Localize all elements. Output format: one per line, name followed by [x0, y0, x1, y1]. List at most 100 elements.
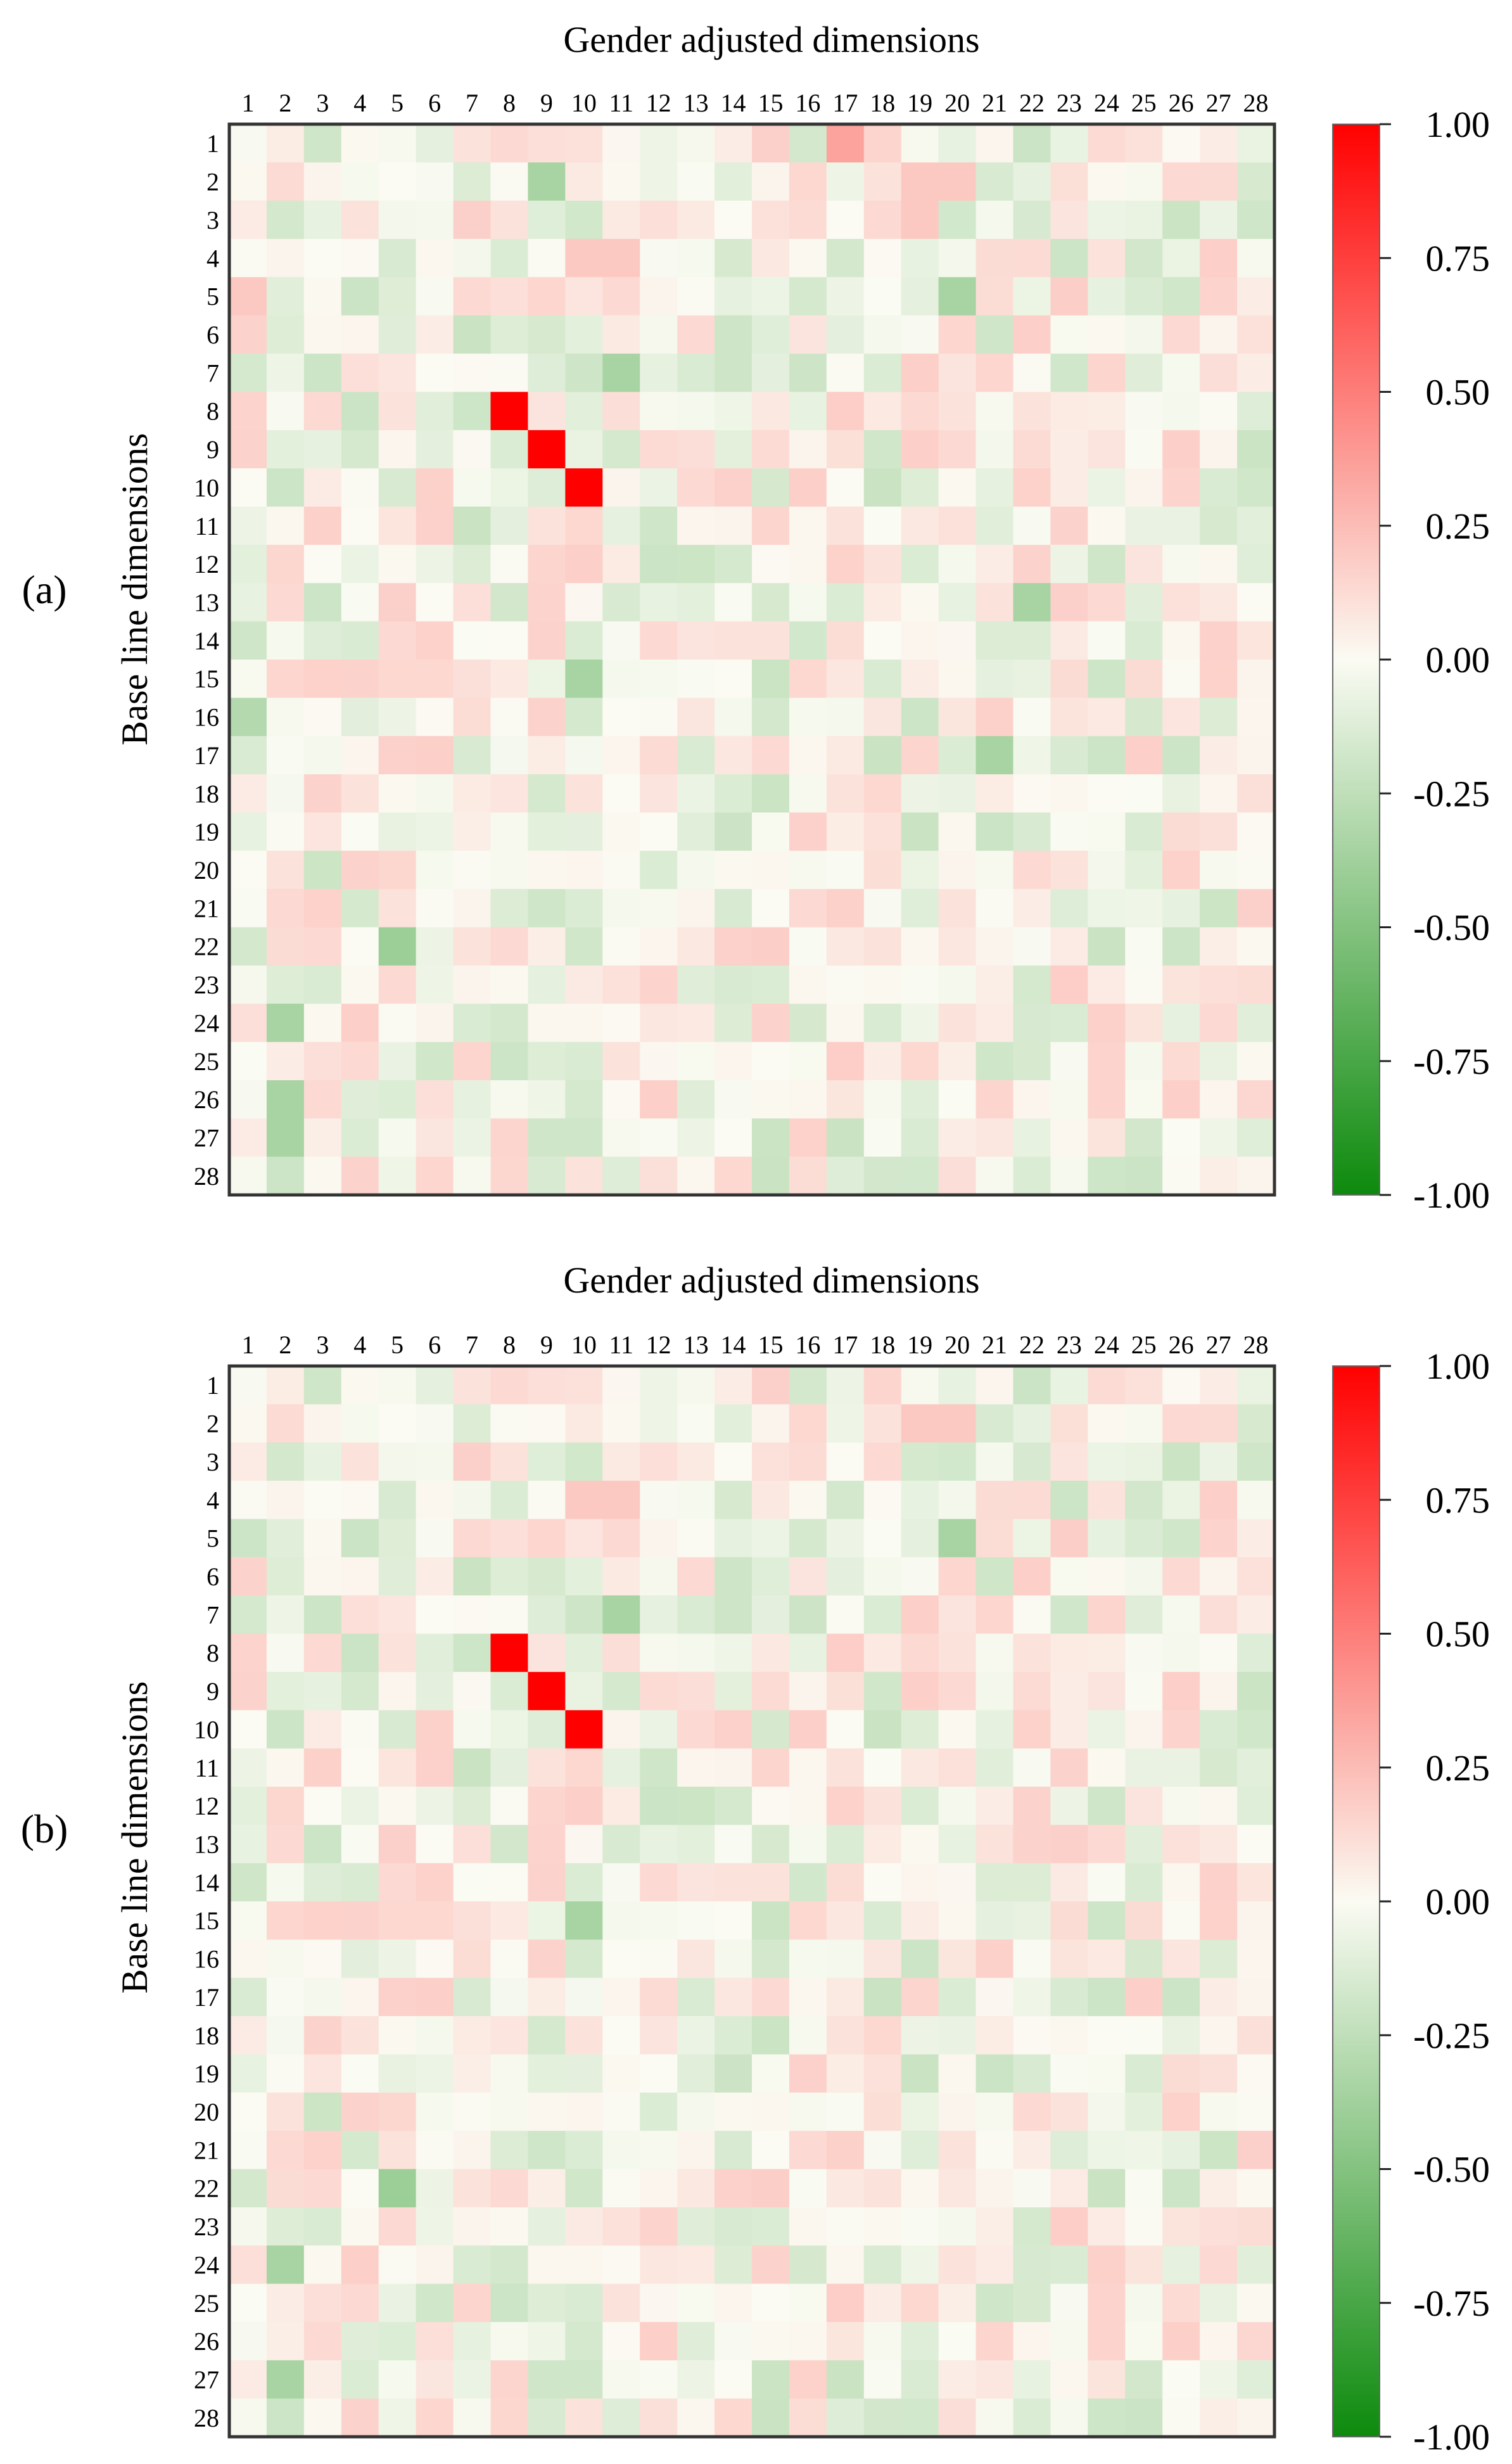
panel-a-cell-r2-c11	[602, 162, 640, 201]
panel-b-cell-r11-c11	[602, 1748, 640, 1787]
panel-a-cell-r12-c17	[826, 544, 865, 584]
panel-b-cell-r15-c17	[826, 1901, 865, 1940]
panel-b-cell-r8-c20	[938, 1633, 977, 1673]
panel-b-cell-r22-c5	[378, 2169, 417, 2208]
panel-b-cell-r12-c14	[715, 1786, 753, 1825]
panel-a-cell-r13-c8	[490, 583, 529, 622]
panel-a-cell-r2-c19	[901, 162, 939, 201]
panel-b-cell-r15-c7	[453, 1901, 492, 1940]
panel-a-y-tick-label: 10	[194, 473, 219, 502]
panel-a-cell-r9-c12	[640, 430, 678, 469]
panel-a-cell-r4-c21	[975, 239, 1014, 278]
panel-a-cell-r7-c26	[1162, 354, 1200, 393]
panel-a-x-tick-label: 20	[944, 89, 970, 117]
panel-a-y-tick-label: 26	[194, 1085, 219, 1114]
panel-a-cell-r24-c1	[229, 1004, 267, 1043]
panel-b-cell-r12-c19	[901, 1786, 939, 1825]
panel-b-cell-r19-c24	[1088, 2054, 1126, 2093]
panel-a-cell-r17-c24	[1088, 736, 1126, 775]
panel-a-cell-r4-c22	[1013, 239, 1051, 278]
panel-b-cell-r6-c6	[416, 1557, 454, 1596]
panel-a-cell-r23-c21	[975, 965, 1014, 1004]
panel-b-cell-r22-c18	[863, 2169, 902, 2208]
panel-a-cell-r15-c21	[975, 660, 1014, 698]
panel-b-cell-r11-c1	[229, 1748, 267, 1787]
panel-a-cell-r24-c12	[640, 1004, 678, 1043]
panel-b-cell-r20-c11	[602, 2092, 640, 2131]
panel-b-cell-r1-c25	[1125, 1366, 1163, 1405]
panel-a-cell-r16-c7	[453, 698, 492, 737]
panel-b-cell-r5-c11	[602, 1519, 640, 1558]
panel-b-cell-r26-c26	[1162, 2321, 1200, 2361]
panel-b-cell-r8-c22	[1013, 1633, 1051, 1673]
panel-a-cell-r24-c22	[1013, 1004, 1051, 1043]
panel-b-cell-r17-c6	[416, 1977, 454, 2017]
panel-a-cell-r19-c16	[789, 812, 827, 852]
panel-b-y-tick-label: 14	[194, 1868, 219, 1897]
panel-b-cell-r23-c25	[1125, 2207, 1163, 2246]
panel-a-cell-r4-c16	[789, 239, 827, 278]
panel-a-x-tick-label: 12	[646, 89, 671, 117]
panel-b-cell-r24-c20	[938, 2245, 977, 2285]
panel-a-cell-r23-c25	[1125, 965, 1163, 1004]
panel-a-cell-r24-c11	[602, 1004, 640, 1043]
panel-b-cell-r26-c6	[416, 2321, 454, 2361]
panel-a-cell-r23-c5	[378, 965, 417, 1004]
panel-b-cell-r2-c11	[602, 1404, 640, 1443]
panel-b-cell-r16-c27	[1200, 1939, 1238, 1979]
panel-b-cell-r27-c4	[341, 2360, 379, 2399]
panel-a-cell-r14-c8	[490, 621, 529, 660]
panel-a-cell-r9-c22	[1013, 430, 1051, 469]
panel-b-cell-r10-c27	[1200, 1710, 1238, 1749]
panel-a-cell-r5-c3	[303, 277, 342, 316]
panel-b-cell-r9-c6	[416, 1671, 454, 1711]
panel-b-cell-r26-c8	[490, 2321, 529, 2361]
panel-a-cell-r17-c17	[826, 736, 865, 775]
panel-a-cell-r14-c23	[1050, 621, 1088, 660]
panel-a-cell-r6-c4	[341, 315, 379, 354]
panel-b-cell-r6-c7	[453, 1557, 492, 1596]
panel-a-cell-r25-c2	[266, 1042, 305, 1081]
panel-a-cell-r26-c20	[938, 1080, 977, 1119]
panel-b-cell-r10-c13	[677, 1710, 715, 1749]
panel-b-cell-r12-c26	[1162, 1786, 1200, 1825]
panel-a-cell-r23-c15	[752, 965, 790, 1004]
panel-b-cell-r7-c25	[1125, 1595, 1163, 1635]
panel-a-cell-r20-c28	[1237, 850, 1275, 890]
panel-a-cell-r12-c3	[303, 544, 342, 584]
panel-b-cell-r10-c8	[490, 1710, 529, 1749]
panel-b-cell-r5-c21	[975, 1519, 1014, 1558]
panel-a-cell-r12-c16	[789, 544, 827, 584]
panel-a-cell-r19-c25	[1125, 812, 1163, 852]
panel-a-cell-r2-c23	[1050, 162, 1088, 201]
panel-b-cell-r18-c7	[453, 2016, 492, 2055]
panel-b-cell-r6-c1	[229, 1557, 267, 1596]
panel-b-cell-r2-c28	[1237, 1404, 1275, 1443]
panel-a-cell-r21-c14	[715, 889, 753, 928]
panel-a-cell-r18-c28	[1237, 774, 1275, 814]
panel-a-cell-r1-c20	[938, 124, 977, 163]
panel-a-cell-r27-c19	[901, 1118, 939, 1158]
panel-a-cell-r2-c10	[565, 162, 603, 201]
panel-b-cell-r25-c21	[975, 2283, 1014, 2323]
panel-b-cell-r4-c25	[1125, 1481, 1163, 1520]
panel-b-cell-r28-c4	[341, 2398, 379, 2437]
panel-b-cell-r2-c19	[901, 1404, 939, 1443]
panel-a-cell-r2-c25	[1125, 162, 1163, 201]
panel-a-cell-r22-c10	[565, 927, 603, 966]
panel-b-cell-r27-c9	[528, 2360, 566, 2399]
panel-a-cell-r8-c17	[826, 392, 865, 431]
panel-b-cell-r8-c10	[565, 1633, 603, 1673]
panel-b-cell-r14-c9	[528, 1863, 566, 1902]
panel-a-cell-r23-c14	[715, 965, 753, 1004]
panel-b-cell-r26-c22	[1013, 2321, 1051, 2361]
panel-a-cell-r18-c16	[789, 774, 827, 814]
panel-b-cell-r15-c2	[266, 1901, 305, 1940]
panel-a-cell-r13-c24	[1088, 583, 1126, 622]
panel-a-cell-r4-c14	[715, 239, 753, 278]
panel-b-cell-r13-c17	[826, 1825, 865, 1864]
panel-a-cell-r18-c20	[938, 774, 977, 814]
panel-a-cell-r19-c4	[341, 812, 379, 852]
panel-b-cell-r9-c8	[490, 1671, 529, 1711]
